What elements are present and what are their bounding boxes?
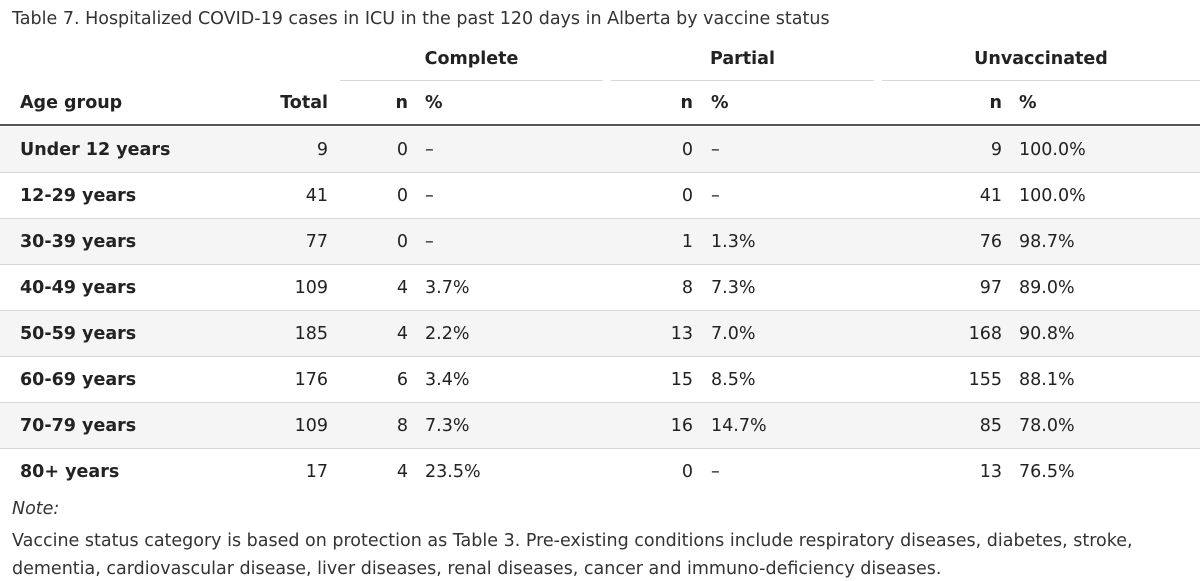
cell-unvaccinated-n: 9 xyxy=(990,139,1002,160)
table-row: 30-39 years 77 0 – 1 1.3% 76 98.7% xyxy=(0,219,1200,265)
cell-unvaccinated-n: 76 xyxy=(979,231,1002,252)
cell-unvaccinated-pct: 89.0% xyxy=(1019,277,1075,298)
cell-partial-pct: 7.3% xyxy=(711,277,756,298)
cell-unvaccinated-n: 168 xyxy=(968,323,1002,344)
header-total: Total xyxy=(280,93,328,113)
cell-complete-n: 4 xyxy=(396,462,408,482)
cell-partial-n: 0 xyxy=(681,462,693,482)
group-header-complete: Complete xyxy=(340,49,603,81)
header-unvaccinated-n: n xyxy=(989,93,1002,113)
header-partial-pct: % xyxy=(711,93,729,113)
cell-unvaccinated-n: 155 xyxy=(968,369,1002,390)
cell-partial-pct: – xyxy=(711,139,720,160)
cell-age-group: 30-39 years xyxy=(20,231,137,252)
cell-partial-n: 16 xyxy=(670,415,693,436)
cell-complete-pct: 7.3% xyxy=(425,415,470,436)
cell-complete-n: 4 xyxy=(396,323,408,344)
cell-complete-pct: – xyxy=(425,139,434,160)
cell-unvaccinated-pct: 100.0% xyxy=(1019,139,1086,160)
cell-unvaccinated-pct: 90.8% xyxy=(1019,323,1075,344)
cell-complete-n: 0 xyxy=(396,231,408,252)
cell-complete-pct: 3.4% xyxy=(425,369,470,390)
cell-unvaccinated-n: 13 xyxy=(979,462,1002,482)
cell-age-group: 60-69 years xyxy=(20,369,137,390)
table-row: 70-79 years 109 8 7.3% 16 14.7% 85 78.0% xyxy=(0,403,1200,449)
note-text: Vaccine status category is based on prot… xyxy=(12,531,1133,579)
cell-total: 185 xyxy=(294,323,328,344)
table-row: 12-29 years 41 0 – 0 – 41 100.0% xyxy=(0,173,1200,219)
cell-complete-n: 0 xyxy=(396,185,408,206)
cell-total: 41 xyxy=(305,185,328,206)
cell-age-group: 40-49 years xyxy=(20,277,137,298)
cell-partial-pct: 7.0% xyxy=(711,323,756,344)
cell-partial-pct: – xyxy=(711,185,720,206)
table-row: 40-49 years 109 4 3.7% 8 7.3% 97 89.0% xyxy=(0,265,1200,311)
cell-partial-n: 1 xyxy=(681,231,693,252)
cell-age-group: 50-59 years xyxy=(20,323,137,344)
cell-complete-pct: 23.5% xyxy=(425,462,481,482)
header-partial-n: n xyxy=(680,93,693,113)
cell-partial-pct: 1.3% xyxy=(711,231,756,252)
cell-partial-n: 0 xyxy=(681,185,693,206)
cell-total: 9 xyxy=(316,139,328,160)
cell-complete-n: 8 xyxy=(396,415,408,436)
cell-complete-n: 0 xyxy=(396,139,408,160)
cell-unvaccinated-n: 97 xyxy=(979,277,1002,298)
cell-unvaccinated-pct: 76.5% xyxy=(1019,462,1075,482)
column-header-row: Age group Total n % n % n % xyxy=(0,82,1200,126)
cell-partial-pct: – xyxy=(711,462,720,482)
cell-complete-pct: – xyxy=(425,185,434,206)
note-label: Note: xyxy=(12,499,60,519)
cell-partial-n: 13 xyxy=(670,323,693,344)
cell-age-group: Under 12 years xyxy=(20,139,171,160)
cell-age-group: 12-29 years xyxy=(20,185,137,206)
cell-unvaccinated-n: 41 xyxy=(979,185,1002,206)
cell-age-group: 70-79 years xyxy=(20,415,137,436)
cell-unvaccinated-pct: 100.0% xyxy=(1019,185,1086,206)
cell-age-group: 80+ years xyxy=(20,462,120,482)
cell-unvaccinated-pct: 78.0% xyxy=(1019,415,1075,436)
group-header-partial: Partial xyxy=(611,49,874,81)
header-complete-n: n xyxy=(395,93,408,113)
cell-complete-n: 6 xyxy=(396,369,408,390)
group-label-unvaccinated: Unvaccinated xyxy=(974,49,1108,69)
cell-complete-pct: – xyxy=(425,231,434,252)
table-row: Under 12 years 9 0 – 0 – 9 100.0% xyxy=(0,127,1200,173)
group-label-partial: Partial xyxy=(710,49,775,69)
cell-partial-n: 8 xyxy=(681,277,693,298)
group-header-unvaccinated: Unvaccinated xyxy=(882,49,1200,81)
cell-total: 17 xyxy=(305,462,328,482)
table-caption: Table 7. Hospitalized COVID-19 cases in … xyxy=(12,9,830,29)
group-label-complete: Complete xyxy=(424,49,519,69)
cell-partial-pct: 8.5% xyxy=(711,369,756,390)
table-row: 80+ years 17 4 23.5% 0 – 13 76.5% xyxy=(0,449,1200,495)
cell-unvaccinated-pct: 98.7% xyxy=(1019,231,1075,252)
table-row: 60-69 years 176 6 3.4% 15 8.5% 155 88.1% xyxy=(0,357,1200,403)
cell-complete-n: 4 xyxy=(396,277,408,298)
cell-unvaccinated-pct: 88.1% xyxy=(1019,369,1075,390)
header-unvaccinated-pct: % xyxy=(1019,93,1037,113)
cell-total: 109 xyxy=(294,415,328,436)
cell-partial-n: 15 xyxy=(670,369,693,390)
cell-total: 77 xyxy=(305,231,328,252)
table-row: 50-59 years 185 4 2.2% 13 7.0% 168 90.8% xyxy=(0,311,1200,357)
cell-partial-n: 0 xyxy=(681,139,693,160)
cell-complete-pct: 3.7% xyxy=(425,277,470,298)
cell-complete-pct: 2.2% xyxy=(425,323,470,344)
header-complete-pct: % xyxy=(425,93,443,113)
cell-total: 109 xyxy=(294,277,328,298)
cell-total: 176 xyxy=(294,369,328,390)
cell-partial-pct: 14.7% xyxy=(711,415,767,436)
header-age-group: Age group xyxy=(20,93,123,113)
cell-unvaccinated-n: 85 xyxy=(979,415,1002,436)
